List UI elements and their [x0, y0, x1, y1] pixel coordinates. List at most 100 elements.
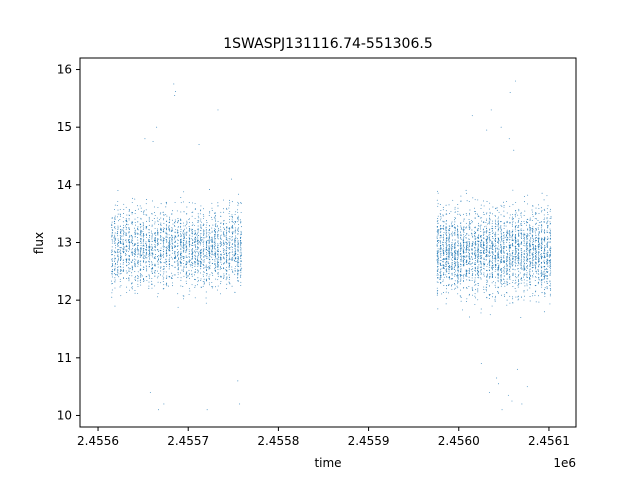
data-point [532, 270, 533, 272]
data-point [543, 276, 545, 277]
data-point [211, 245, 213, 247]
data-point [505, 249, 507, 251]
data-point [160, 224, 162, 226]
data-point [154, 212, 156, 214]
data-point [491, 241, 493, 243]
data-point [145, 256, 146, 258]
data-point [480, 245, 482, 247]
data-point [448, 241, 450, 243]
data-point [168, 248, 170, 250]
data-point [240, 221, 242, 223]
data-point [217, 266, 219, 268]
data-point [216, 289, 218, 291]
data-point [171, 258, 173, 260]
data-point [498, 257, 500, 259]
data-point [203, 253, 204, 255]
data-point [451, 245, 453, 247]
data-point [155, 240, 157, 242]
data-point [134, 222, 136, 224]
data-point [214, 250, 216, 252]
data-point [471, 294, 473, 296]
data-point [156, 230, 158, 232]
data-point [197, 249, 199, 251]
data-point [544, 292, 546, 294]
data-point [446, 288, 447, 290]
data-point [149, 257, 151, 259]
data-point [471, 234, 473, 236]
data-point [232, 220, 233, 222]
data-point [225, 261, 227, 263]
data-point [463, 220, 465, 222]
data-point [111, 236, 113, 238]
data-point [162, 240, 164, 242]
data-point [474, 250, 476, 252]
data-point [436, 226, 438, 228]
data-point [240, 254, 242, 256]
data-point [526, 274, 528, 276]
data-point [126, 258, 128, 260]
data-point [458, 269, 459, 271]
data-point [540, 247, 542, 249]
data-point [129, 209, 130, 211]
data-point [536, 237, 538, 238]
data-point [205, 234, 207, 236]
data-point [491, 271, 493, 273]
data-point [511, 218, 513, 220]
data-point [146, 244, 148, 246]
data-point [163, 284, 165, 286]
data-point [158, 223, 160, 225]
data-point [448, 225, 450, 227]
data-point [199, 220, 201, 222]
data-point [143, 213, 145, 215]
data-point [197, 277, 199, 279]
data-point [529, 263, 531, 265]
data-point [514, 227, 516, 229]
data-point [158, 238, 160, 240]
data-point [226, 237, 228, 239]
data-point [128, 270, 130, 272]
data-point [120, 260, 121, 262]
data-point [240, 249, 242, 250]
data-point [540, 272, 542, 274]
data-point [226, 239, 228, 241]
data-point [523, 276, 525, 278]
data-point [200, 251, 202, 253]
data-point [140, 217, 142, 219]
data-point [194, 254, 196, 256]
data-point [214, 229, 216, 230]
data-point [117, 246, 119, 247]
data-point [454, 284, 456, 286]
data-point [125, 218, 127, 220]
data-point [192, 229, 194, 231]
data-point [137, 228, 138, 230]
data-point [134, 243, 136, 245]
data-point [469, 259, 471, 261]
data-point [526, 283, 528, 285]
data-point [232, 271, 234, 273]
data-point [191, 273, 193, 275]
data-point [197, 232, 199, 234]
data-point [500, 277, 502, 279]
data-point [468, 245, 470, 246]
data-point [461, 227, 462, 229]
data-point [530, 238, 532, 240]
data-point [515, 256, 517, 258]
data-point [209, 274, 211, 276]
data-point [203, 218, 204, 220]
data-point [443, 251, 444, 253]
data-point [240, 202, 242, 204]
data-point [220, 239, 222, 240]
data-point [495, 215, 497, 217]
data-point [211, 281, 213, 283]
data-point [226, 262, 228, 263]
data-point [237, 231, 239, 232]
data-point [214, 248, 216, 250]
data-point [194, 239, 196, 240]
data-point [195, 238, 197, 240]
data-point [126, 262, 127, 264]
data-point [515, 222, 516, 224]
data-point [225, 249, 227, 251]
data-point [194, 285, 196, 287]
data-point [157, 256, 158, 258]
data-point [151, 232, 153, 234]
